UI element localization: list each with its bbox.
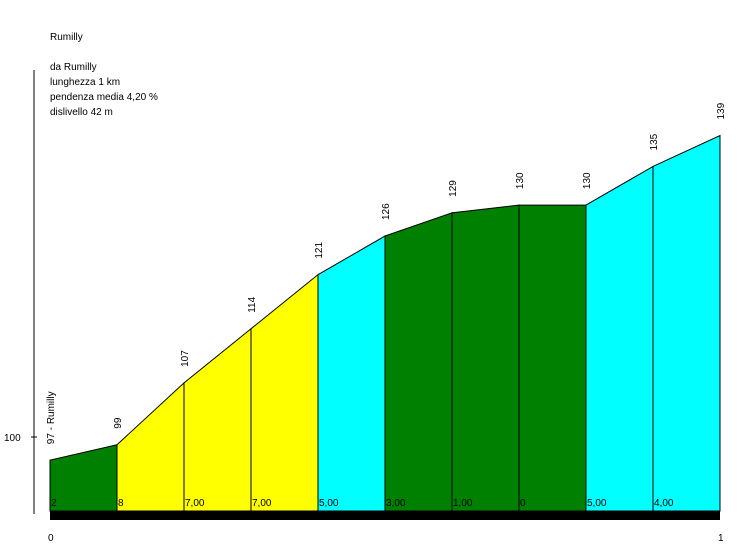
x-axis-label-start: 0 [48, 533, 54, 544]
elevation-label: 130 [515, 172, 526, 189]
grade-segment [183, 327, 252, 512]
grade-label: 7,00 [185, 498, 205, 509]
distance-axis-bar [50, 511, 720, 520]
grade-label: 5,00 [587, 498, 607, 509]
grade-segment [384, 212, 453, 512]
climb-title: Rumilly [50, 32, 83, 43]
grade-segment [652, 134, 721, 512]
climb-start: da Rumilly [50, 62, 97, 73]
elevation-label: 107 [180, 350, 191, 367]
grade-segment [585, 165, 654, 512]
grade-label: 2 [51, 498, 57, 509]
segment-fills [49, 134, 721, 512]
grade-segment [317, 235, 386, 512]
grade-label: 8 [118, 498, 124, 509]
x-axis-label-end: 1 [718, 533, 724, 544]
climb-elevation-gain: dislivello 42 m [50, 107, 113, 118]
grade-label: 4,00 [654, 498, 674, 509]
elevation-label: 99 [113, 417, 124, 429]
elevation-label: 114 [247, 296, 258, 312]
grade-label: 1,00 [453, 498, 473, 509]
climb-length: lunghezza 1 km [50, 77, 121, 88]
elevation-label: 139 [716, 102, 727, 119]
elevation-label: 121 [314, 242, 325, 259]
elevation-label: 97 - Rumilly [46, 391, 57, 444]
elevation-labels: 97 - Rumilly 99 107 114 121 126 129 130 130 135 13… [46, 102, 727, 444]
grade-label: 0 [520, 498, 526, 509]
elevation-label: 126 [381, 203, 392, 220]
elevation-label: 129 [448, 180, 459, 197]
grade-segment [451, 204, 520, 512]
grade-segment [49, 444, 118, 512]
grade-label: 7,00 [252, 498, 272, 509]
grade-segment [250, 273, 319, 512]
grade-segment [518, 204, 587, 512]
grade-labels: 2 8 7,00 7,00 5,00 3,00 1,00 0 5,00 4,00 [51, 498, 674, 509]
y-axis-tick-label: 100 [4, 433, 21, 444]
grade-label: 5,00 [319, 498, 339, 509]
profile-info: Rumilly da Rumilly lunghezza 1 km penden… [50, 30, 158, 120]
segment-dividers [116, 166, 654, 511]
elevation-label: 135 [649, 133, 660, 150]
elevation-label: 130 [582, 172, 593, 189]
grade-label: 3,00 [386, 498, 406, 509]
grade-segment [116, 381, 185, 512]
climb-avg-grade: pendenza media 4,20 % [50, 92, 158, 103]
